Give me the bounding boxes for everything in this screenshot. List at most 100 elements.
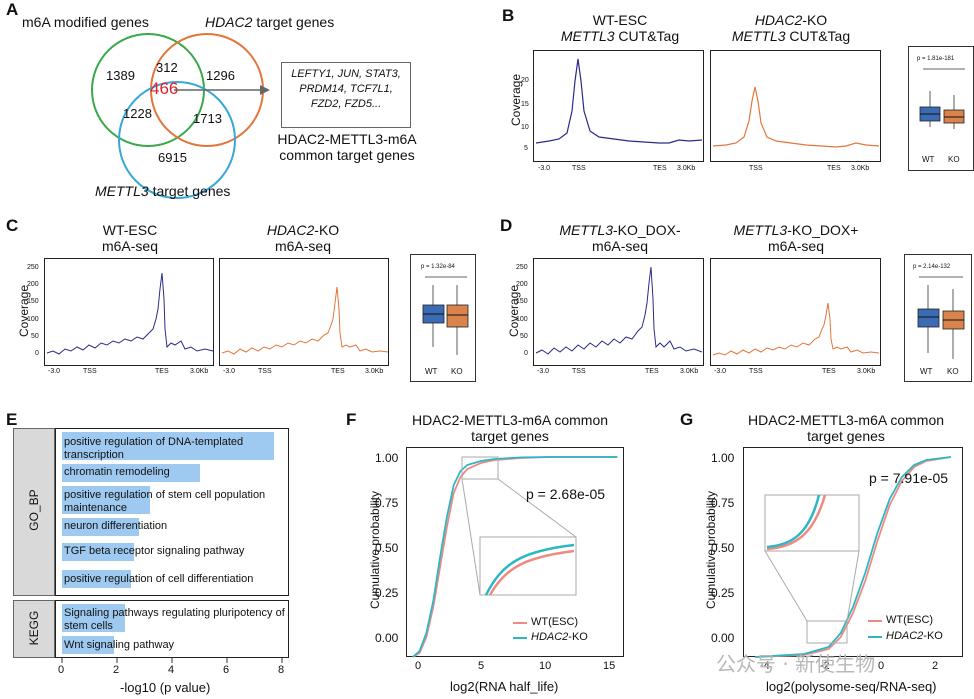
panel-b-ytick-3: 10: [521, 124, 529, 131]
panel-f-ytick-1: 1.00: [375, 451, 399, 465]
venn-arrow: [174, 85, 270, 95]
panel-d-right-xtick-1: -3.0: [714, 368, 727, 375]
panel-g-series-wt: [755, 456, 951, 658]
panel-f-xlabel: log2(RNA half_life): [450, 679, 559, 694]
gene-list-box: LEFTY1, JUN, STAT3, PRDM14, TCF7L1, FZD2…: [281, 62, 411, 128]
panel-g-zoom-region: [806, 620, 848, 644]
panel-g-legend-ko: HDAC2-KO: [886, 630, 943, 642]
panel-c-right-trace: [221, 286, 389, 355]
panel-c-boxplot: p = 1.32e-84 WT KO: [410, 254, 476, 382]
panel-d-ytick-4: 100: [516, 316, 528, 323]
panel-e-bar-label-4: neuron differentiation: [64, 520, 168, 532]
panel-d-ytick-2: 200: [516, 281, 528, 288]
panel-b-left-trace: [535, 58, 703, 144]
panel-c-box-p: p = 1.32e-84: [421, 264, 455, 270]
panel-c-ytick-5: 50: [31, 333, 39, 340]
panel-c-right-xtick-1: -3.0: [223, 368, 236, 375]
panel-c-label: C: [6, 216, 19, 235]
venn-count-m6a-only: 1389: [106, 68, 135, 83]
panel-c-ytick-4: 100: [27, 316, 39, 323]
panel-g-ytick-5: 0.00: [711, 631, 735, 645]
panel-d-ytick-6: 0: [524, 350, 528, 357]
panel-b-box-x-wt: WT: [922, 155, 935, 164]
panel-f-legend-wt: WT(ESC): [531, 616, 579, 628]
venn-count-m6a-mettl3: 1228: [123, 106, 152, 121]
panel-e-xtick-6: 6: [223, 664, 230, 676]
panel-d-box-p: p = 2.14e-132: [913, 264, 951, 270]
panel-d-right-trace: [712, 302, 880, 356]
panel-b-right-xtick-3: TES: [827, 165, 841, 172]
panel-e-group-kegg-tab: [13, 600, 55, 658]
panel-f-xtick-5: 5: [478, 660, 485, 672]
panel-g-xtick-2: 2: [932, 660, 939, 672]
panel-c-ytick-6: 0: [35, 350, 39, 357]
watermark-text: 公众号 · 新使生物: [716, 652, 876, 676]
panel-e-bar-label-7: Signaling pathways regulating pluripoten…: [64, 607, 285, 632]
panel-b-right-plot: [710, 50, 881, 162]
panel-c-right-plot: [219, 258, 389, 366]
panel-d-right-title: METTL3-KO_DOX+ m6A-seq: [733, 222, 859, 254]
panel-c-ytick-2: 200: [27, 281, 39, 288]
gene-list-line-1: LEFTY1, JUN, STAT3,: [291, 68, 401, 80]
panel-e-xtick-8: 8: [278, 664, 285, 676]
venn-count-mettl3-only: 6915: [158, 150, 187, 165]
panel-f-ytick-2: 0.75: [375, 496, 399, 510]
panel-c-right-xtick-2: TSS: [258, 368, 272, 375]
panel-d-left-xtick-3: TES: [645, 368, 659, 375]
panel-e-bar-7: [62, 604, 126, 632]
panel-e-xtick-2: 2: [113, 664, 120, 676]
panel-g-inset-connector-2: [846, 550, 860, 622]
panel-g-ytick-1: 1.00: [711, 451, 735, 465]
panel-d-left-trace: [535, 266, 703, 355]
panel-a-label: A: [6, 0, 19, 19]
panel-e-label: E: [6, 410, 18, 429]
panel-b-box-x-ko: KO: [948, 155, 960, 164]
venn-circle-mettl3: [118, 81, 236, 199]
panel-f-ytick-4: 0.25: [375, 586, 399, 600]
panel-e-bar-1: [62, 432, 274, 460]
gene-list-line-3: FZD2, FZD5...: [310, 98, 382, 110]
panel-b-ytick-1: 20: [521, 77, 529, 84]
panel-e-xaxis: [61, 658, 283, 663]
panel-e-bar-label-6: positive regulation of cell differentiat…: [64, 573, 254, 585]
panel-f-xtick-10: 10: [539, 660, 552, 672]
panel-c-left-plot: [44, 258, 214, 366]
panel-c-left-xtick-1: -3.0: [48, 368, 61, 375]
panel-e-bar-5: [62, 543, 134, 561]
panel-d-left-xtick-1: -3.0: [537, 368, 550, 375]
panel-f-inset-series-ko: [484, 543, 575, 596]
panel-b-right-trace: [712, 86, 880, 148]
panel-e-bar-label-8: Wnt signaling pathway: [64, 639, 175, 651]
panel-d-left-title: METTL3-KO_DOX- m6A-seq: [559, 222, 681, 254]
venn-count-hdac2-only: 1296: [206, 68, 235, 83]
panel-g-ytick-3: 0.50: [711, 541, 735, 555]
panel-b-box-p: p = 1.81e-181: [917, 56, 955, 62]
panel-e-bar-label-1: positive regulation of DNA-templated tra…: [64, 436, 244, 461]
panel-b-left-xtick-4: 3.0Kb: [677, 165, 696, 172]
venn-count-all: 466: [150, 79, 179, 98]
panel-f-inset-series-wt: [488, 549, 575, 596]
panel-d-right-xtick-2: TSS: [749, 368, 763, 375]
panel-b-left-xtick-2: TSS: [572, 165, 586, 172]
panel-b-ytick-2: 15: [521, 101, 529, 108]
panel-c-box-marks: [422, 276, 469, 355]
panel-d-ytick-5: 50: [520, 333, 528, 340]
panel-b-left-title: WT-ESC METTL3 CUT&Tag: [560, 12, 680, 44]
panel-b-boxplot: p = 1.81e-181 WT KO: [908, 46, 974, 171]
panel-f-zoom-region: [461, 456, 499, 480]
panel-b-left-xtick-3: TES: [653, 165, 667, 172]
panel-f-title: HDAC2-METTL3-m6A common target genes: [411, 412, 609, 444]
panel-c-box-x-wt: WT: [425, 367, 438, 376]
venn-count-hdac2-mettl3: 1713: [193, 111, 222, 126]
panel-d-box-x-ko: KO: [947, 367, 959, 376]
panel-g-xlabel: log2(polysome-seq/RNA-seq): [766, 679, 937, 694]
common-targets-caption: HDAC2-METTL3-m6A common target genes: [277, 131, 417, 163]
panel-d-boxplot: p = 2.14e-132 WT KO: [904, 254, 972, 382]
panel-b-label: B: [502, 6, 515, 25]
panel-b-left-plot: [533, 50, 704, 162]
panel-c-left-xtick-2: TSS: [83, 368, 97, 375]
panel-c-left-title: WT-ESC m6A-seq: [101, 222, 159, 254]
panel-g-legend-wt: WT(ESC): [886, 614, 934, 626]
